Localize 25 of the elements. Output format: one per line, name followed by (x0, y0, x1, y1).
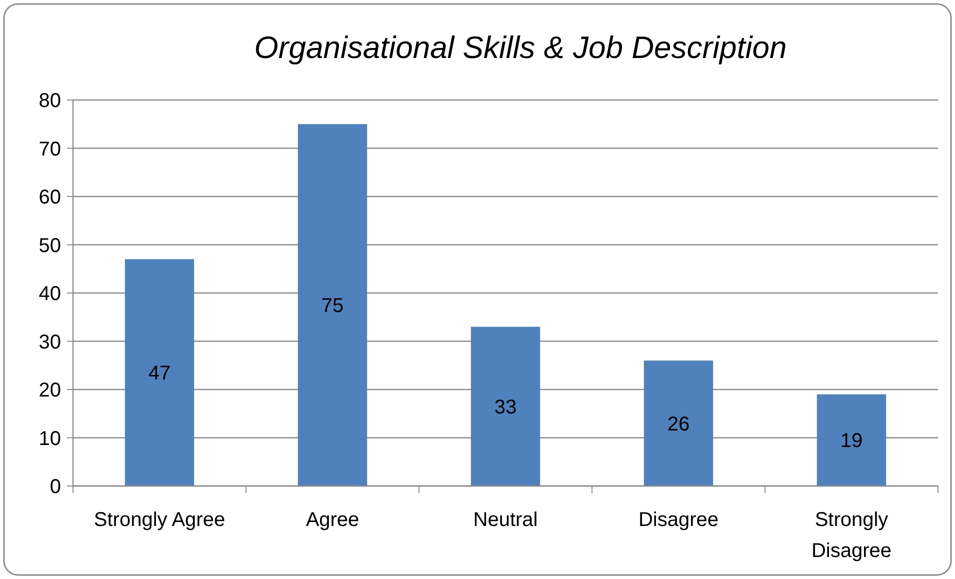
bar (816, 394, 886, 486)
x-tick-label: Agree (306, 509, 360, 531)
data-label: 75 (321, 295, 344, 318)
data-label: 33 (494, 396, 517, 418)
x-tick-label: Neutral (473, 509, 538, 531)
y-tick-label: 10 (38, 428, 61, 450)
data-label: 47 (148, 362, 171, 385)
y-tick-label: 60 (38, 186, 61, 208)
x-tick-label: Disagree (638, 509, 719, 531)
y-tick-label: 40 (38, 283, 61, 305)
x-tick-label: Strongly Agree (94, 509, 226, 531)
x-tick-label: Strongly Disagree (811, 509, 892, 562)
data-label: 19 (840, 430, 863, 452)
y-tick-label: 20 (38, 380, 61, 402)
y-tick-label: 30 (38, 331, 61, 354)
bar (298, 124, 368, 486)
y-tick-label: 0 (50, 476, 61, 498)
bar (470, 326, 540, 486)
data-label: 26 (667, 413, 690, 436)
y-tick-label: 50 (38, 234, 61, 257)
chart-title: Organisational Skills & Job Description (254, 30, 787, 65)
bar (644, 360, 714, 486)
y-tick-label: 80 (38, 90, 61, 112)
y-tick-label: 70 (38, 138, 61, 160)
bar (124, 259, 194, 486)
